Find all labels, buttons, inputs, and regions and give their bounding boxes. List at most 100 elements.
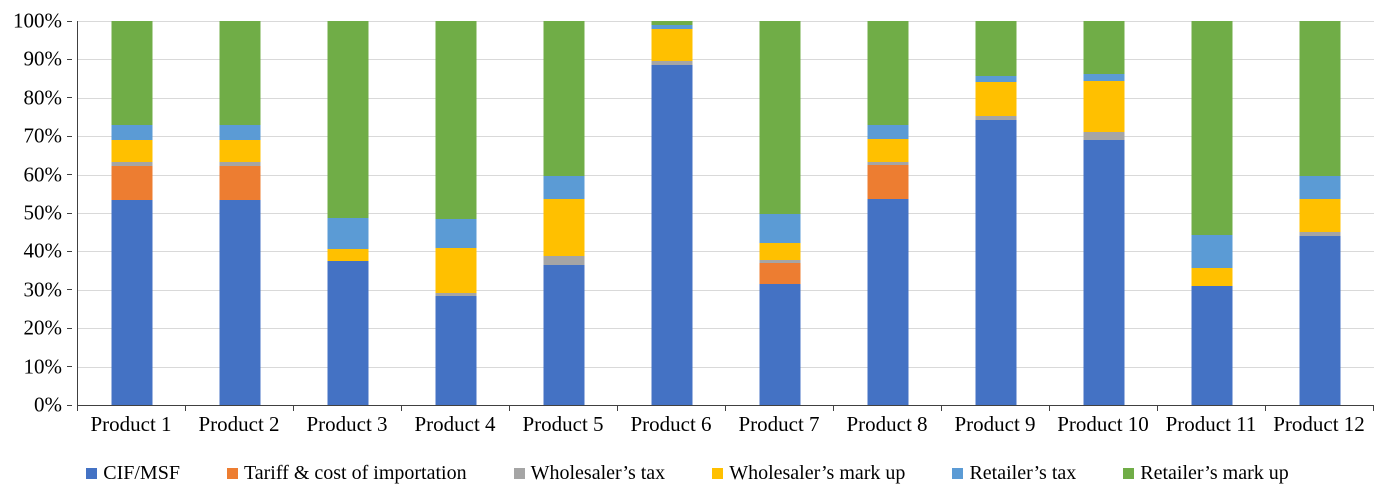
segment xyxy=(867,138,909,163)
legend-swatch xyxy=(226,467,238,479)
bar-product-3 xyxy=(327,21,369,405)
x-axis-label: Product 6 xyxy=(630,412,712,436)
segment xyxy=(111,139,153,163)
segment xyxy=(543,256,585,265)
bar-product-10 xyxy=(1083,21,1125,405)
y-axis-tick xyxy=(67,289,72,291)
category-cell xyxy=(186,21,294,405)
x-axis-labels: Product 1 Product 2 Product 3 Product 4 Prod… xyxy=(77,412,1373,437)
segment xyxy=(327,21,369,219)
segment xyxy=(111,199,153,405)
legend-item: Wholesaler’s tax xyxy=(513,462,666,484)
x-axis-tick xyxy=(1265,405,1266,411)
x-axis-label: Product 11 xyxy=(1165,412,1257,436)
segment xyxy=(651,60,693,66)
legend-swatch xyxy=(86,467,98,479)
x-axis-label: Product 5 xyxy=(522,412,604,436)
legend-label: Retailer’s mark up xyxy=(1140,462,1289,484)
category-cell xyxy=(78,21,186,405)
x-axis-tick xyxy=(1049,405,1050,411)
legend: CIF/MSF Tariff & cost of importation Whole… xyxy=(0,463,1375,483)
segment xyxy=(435,292,477,297)
gridline-20 xyxy=(78,328,1374,330)
x-axis-label: Product 9 xyxy=(954,412,1036,436)
y-axis-label: 10% xyxy=(23,354,63,379)
segment xyxy=(435,219,477,248)
segment xyxy=(1083,140,1125,405)
segment xyxy=(1191,21,1233,235)
segment xyxy=(975,120,1017,405)
y-axis-label: 90% xyxy=(23,46,63,71)
legend-swatch xyxy=(513,467,525,479)
x-axis-ticks xyxy=(77,405,1374,411)
gridline-10 xyxy=(78,366,1374,368)
y-axis-label: 30% xyxy=(23,277,63,302)
segment xyxy=(1299,21,1341,176)
bars-container xyxy=(78,21,1374,405)
gridline-90 xyxy=(78,59,1374,61)
category-cell xyxy=(1158,21,1266,405)
y-axis-label: 0% xyxy=(34,392,62,417)
legend-label: Tariff & cost of importation xyxy=(243,462,467,484)
y-axis-label: 50% xyxy=(23,200,63,225)
segment xyxy=(759,213,801,243)
segment xyxy=(651,28,693,61)
segment xyxy=(651,21,693,25)
segment xyxy=(759,21,801,214)
y-axis-tick xyxy=(67,404,72,406)
x-axis-label: Product 2 xyxy=(198,412,280,436)
y-axis-label: 80% xyxy=(23,85,63,110)
segment xyxy=(651,65,693,405)
legend-label: Wholesaler’s tax xyxy=(530,462,666,484)
x-axis-label: Product 1 xyxy=(90,412,172,436)
category-cell xyxy=(510,21,618,405)
x-axis-label: Product 8 xyxy=(846,412,928,436)
segment xyxy=(867,21,909,126)
y-axis-label: 40% xyxy=(23,238,63,263)
y-axis-label: 70% xyxy=(23,123,63,148)
category-cell xyxy=(294,21,402,405)
x-axis-label: Product 12 xyxy=(1273,412,1365,436)
segment xyxy=(435,21,477,220)
y-axis-tick xyxy=(67,174,72,176)
category-cell xyxy=(726,21,834,405)
segment xyxy=(1299,175,1341,199)
bar-product-9 xyxy=(975,21,1017,405)
segment xyxy=(1191,234,1233,268)
y-axis-tick xyxy=(67,135,72,137)
gridline-50 xyxy=(78,213,1374,214)
y-axis-label: 100% xyxy=(13,8,62,33)
y-axis-tick xyxy=(67,327,72,329)
segment xyxy=(1299,236,1341,405)
category-cell xyxy=(834,21,942,405)
legend-swatch xyxy=(712,467,724,479)
x-axis-tick xyxy=(1373,405,1374,411)
x-axis-label: Product 4 xyxy=(414,412,496,436)
segment xyxy=(1191,285,1233,405)
segment xyxy=(1299,231,1341,237)
segment xyxy=(1083,132,1125,141)
segment xyxy=(219,125,261,140)
segment xyxy=(219,199,261,405)
x-axis-tick xyxy=(77,405,78,411)
x-axis-tick xyxy=(1157,405,1158,411)
segment xyxy=(1083,73,1125,81)
y-axis-tick xyxy=(67,212,72,214)
bar-product-12 xyxy=(1299,21,1341,405)
gridline-40 xyxy=(78,251,1374,253)
segment xyxy=(975,75,1017,83)
legend-item: CIF/MSF xyxy=(86,463,180,483)
segment xyxy=(1299,198,1341,232)
x-axis-tick xyxy=(401,405,402,411)
y-axis-label: 60% xyxy=(23,162,63,187)
segment xyxy=(867,162,909,166)
y-axis-tick xyxy=(67,97,72,99)
category-cell xyxy=(1266,21,1374,405)
legend-label: Retailer’s tax xyxy=(969,462,1077,484)
bar-product-1 xyxy=(111,21,153,405)
category-cell xyxy=(942,21,1050,405)
segment xyxy=(975,82,1017,117)
x-axis-tick xyxy=(833,405,834,411)
segment xyxy=(327,261,369,405)
